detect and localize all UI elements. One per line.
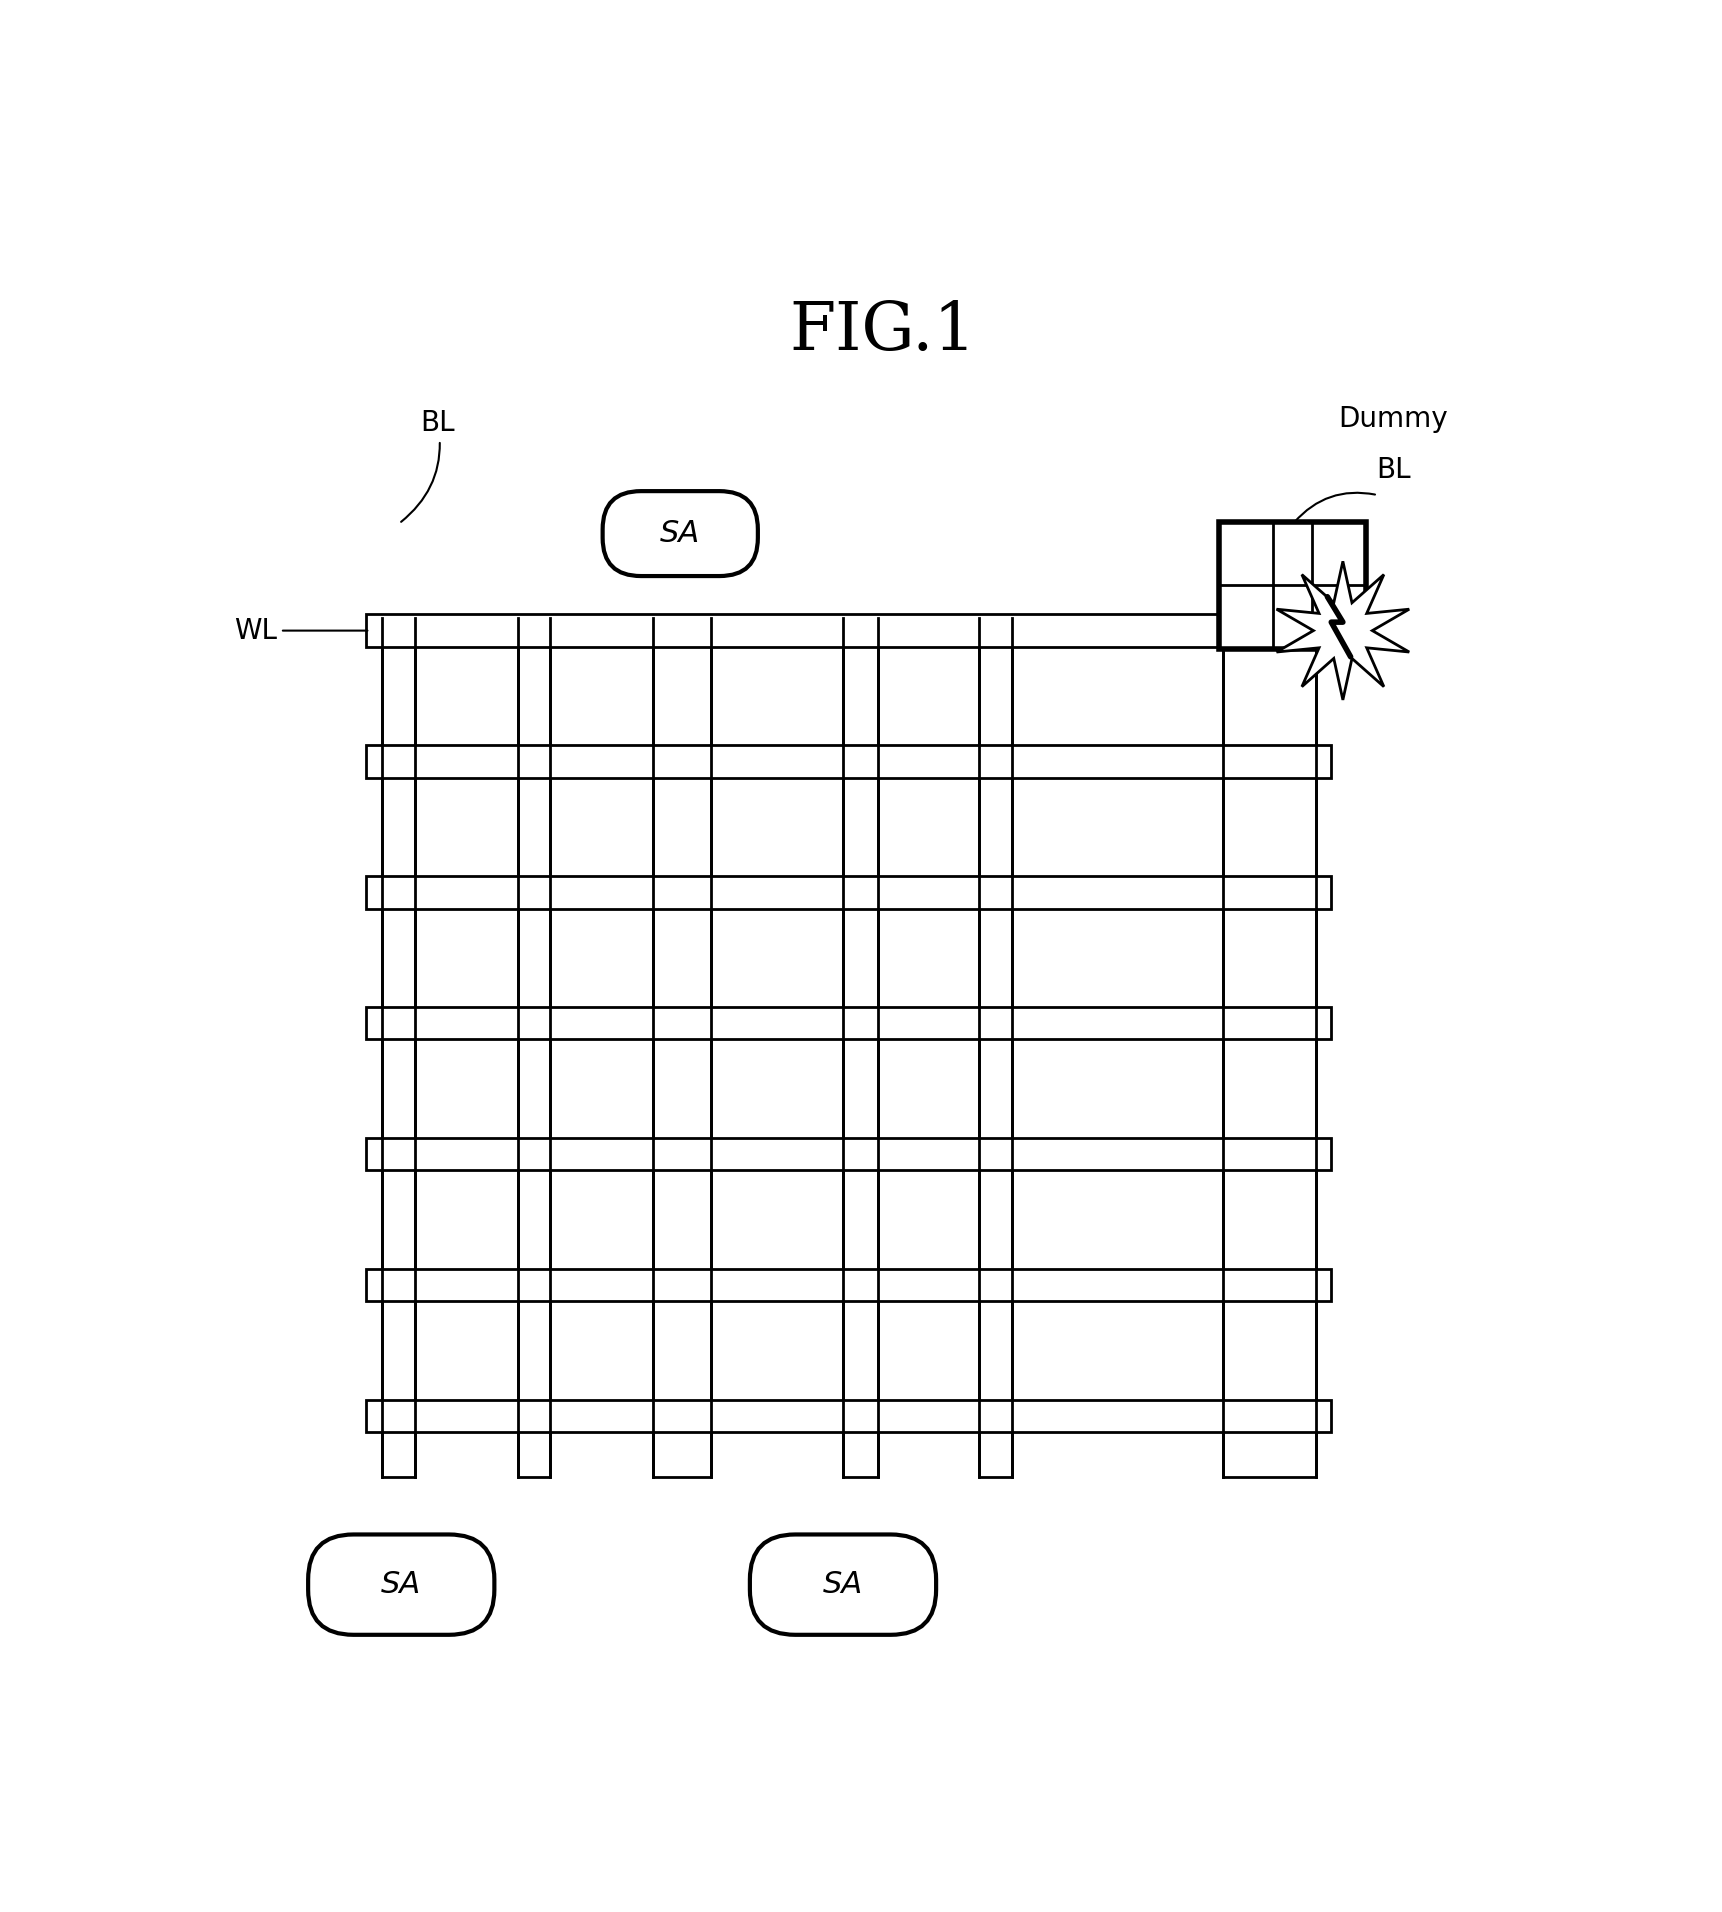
Bar bbox=[518, 618, 549, 1476]
Text: FIG.1: FIG.1 bbox=[789, 298, 976, 363]
Bar bbox=[653, 618, 711, 1476]
Bar bbox=[367, 614, 1331, 646]
Bar bbox=[367, 1400, 1331, 1432]
Text: SA: SA bbox=[660, 518, 701, 549]
Bar bbox=[978, 618, 1013, 1476]
Text: SA: SA bbox=[381, 1570, 422, 1598]
Bar bbox=[367, 1138, 1331, 1170]
Text: WL: WL bbox=[234, 616, 367, 644]
Text: BL: BL bbox=[1376, 455, 1410, 484]
Bar bbox=[382, 618, 415, 1476]
Bar bbox=[367, 746, 1331, 778]
Bar bbox=[367, 1008, 1331, 1040]
PathPatch shape bbox=[1276, 562, 1409, 700]
FancyBboxPatch shape bbox=[749, 1535, 937, 1635]
Bar bbox=[1219, 522, 1366, 648]
Text: SA: SA bbox=[823, 1570, 863, 1598]
Bar bbox=[367, 1270, 1331, 1302]
Text: BL: BL bbox=[401, 409, 455, 522]
Text: Dummy: Dummy bbox=[1338, 405, 1448, 434]
Bar bbox=[367, 876, 1331, 908]
Bar bbox=[1223, 618, 1316, 1476]
FancyBboxPatch shape bbox=[308, 1535, 494, 1635]
FancyBboxPatch shape bbox=[603, 491, 758, 576]
Bar bbox=[844, 618, 878, 1476]
